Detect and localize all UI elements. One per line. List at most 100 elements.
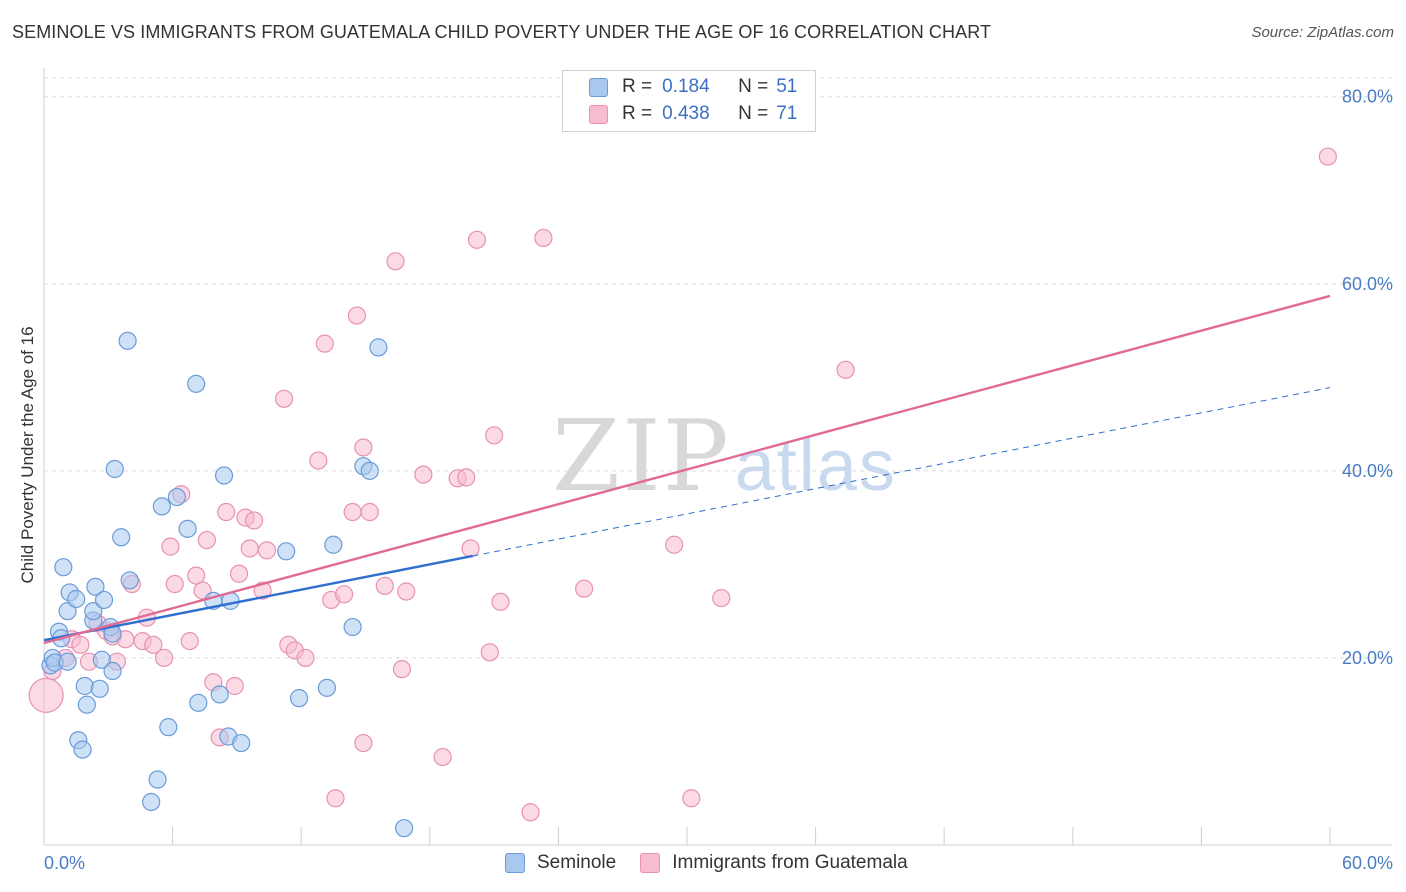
guatemala-point <box>485 426 504 445</box>
source-credit: Source: ZipAtlas.com <box>1251 24 1394 41</box>
legend-r-label: R = <box>622 76 653 97</box>
guatemala-point <box>240 539 259 558</box>
guatemala-point <box>354 438 373 457</box>
guatemala-point <box>244 511 264 530</box>
seminole-point <box>118 331 137 350</box>
watermark: ZIPatlas <box>552 400 897 514</box>
guatemala-legend-label: Immigrants from Guatemala <box>672 852 908 873</box>
seminole-point <box>214 466 234 485</box>
seminole-legend-swatch <box>505 853 525 873</box>
guatemala-point <box>414 465 433 484</box>
seminole-point <box>152 497 171 516</box>
guatemala-point <box>315 334 334 353</box>
guatemala-point <box>392 660 412 679</box>
seminole-point <box>232 733 251 753</box>
guatemala-trendline <box>43 294 1331 645</box>
guatemala-point <box>309 451 328 470</box>
seminole-point <box>159 718 178 737</box>
legend-r-value: 0.184 <box>662 76 710 97</box>
seminole-point <box>189 693 208 712</box>
guatemala-point <box>1318 147 1337 166</box>
guatemala-point <box>461 539 480 558</box>
legend-n-label: N = <box>738 103 769 124</box>
guatemala-legend-swatch <box>640 853 661 873</box>
seminole-point <box>187 374 206 393</box>
seminole-point <box>369 338 388 357</box>
guatemala-point <box>71 635 90 654</box>
seminole-trendline <box>43 554 473 642</box>
seminole-legend-label: Seminole <box>537 852 617 873</box>
correlation-legend: R = 0.184 N = 51 R = 0.438 N = 71 <box>562 70 816 132</box>
seminole-point <box>86 577 105 596</box>
seminole-point <box>148 770 167 789</box>
guatemala-point <box>180 631 199 651</box>
guatemala-point <box>386 252 405 271</box>
guatemala-point <box>28 677 64 713</box>
guatemala-point <box>165 574 184 594</box>
guatemala-point <box>274 389 294 408</box>
y-tick-label: 20.0% <box>1342 648 1393 668</box>
guatemala-point <box>665 535 684 554</box>
guatemala-point <box>187 566 206 585</box>
seminole-point <box>394 819 414 838</box>
guatemala-point <box>217 502 236 522</box>
y-tick-label: 80.0% <box>1342 87 1393 107</box>
guatemala-point <box>534 228 553 248</box>
seminole-point <box>67 589 86 609</box>
seminole-point <box>289 689 309 708</box>
guatemala-point <box>375 576 394 596</box>
seminole-point <box>317 678 337 697</box>
seminole-point <box>73 740 92 759</box>
seminole-point <box>94 590 114 610</box>
guatemala-point <box>296 648 315 668</box>
guatemala-point <box>397 582 416 601</box>
legend-row-seminole: R = 0.184 N = 51 <box>589 75 797 99</box>
guatemala-point <box>836 360 855 379</box>
seminole-point <box>92 650 111 669</box>
seminole-point <box>324 535 343 554</box>
guatemala-point <box>433 747 452 767</box>
watermark-zip: ZIP <box>552 400 731 514</box>
guatemala-point <box>197 530 216 550</box>
guatemala-point <box>343 502 362 522</box>
y-tick-label: 40.0% <box>1342 461 1393 481</box>
guatemala-point <box>347 306 367 325</box>
x-tick-label: 0.0% <box>44 853 85 873</box>
seminole-point <box>103 661 122 681</box>
guatemala-point <box>144 635 163 654</box>
guatemala-point <box>354 733 373 753</box>
guatemala-point <box>521 803 540 822</box>
guatemala-point <box>682 789 701 808</box>
guatemala-point <box>257 541 277 560</box>
seminole-point <box>105 459 124 479</box>
seminole-point <box>277 542 296 561</box>
guatemala-point <box>467 230 487 249</box>
legend-n-value: 51 <box>776 76 798 97</box>
seminole-point <box>112 528 131 547</box>
y-tick-label: 60.0% <box>1342 274 1393 294</box>
seminole-point <box>120 571 139 590</box>
seminole-swatch <box>589 77 608 97</box>
guatemala-point <box>326 789 345 808</box>
guatemala-point <box>457 468 476 487</box>
seminole-point <box>84 602 103 621</box>
guatemala-point <box>225 676 244 696</box>
seminole-point <box>210 685 229 704</box>
guatemala-swatch <box>589 104 608 124</box>
y-axis-label: Child Poverty Under the Age of 16 <box>18 326 37 583</box>
guatemala-point <box>712 588 731 608</box>
legend-r-label: R = <box>622 103 653 124</box>
guatemala-point <box>491 592 510 611</box>
guatemala-point <box>154 648 174 668</box>
guatemala-point <box>334 585 354 604</box>
seminole-point <box>75 676 94 696</box>
legend-n-value: 71 <box>776 103 798 124</box>
guatemala-point <box>360 502 379 522</box>
guatemala-point <box>229 564 249 583</box>
watermark-atlas: atlas <box>734 426 897 506</box>
seminole-point <box>360 461 379 480</box>
x-tick-label: 60.0% <box>1342 853 1393 873</box>
seminole-point <box>77 695 96 714</box>
seminole-point <box>54 558 73 577</box>
